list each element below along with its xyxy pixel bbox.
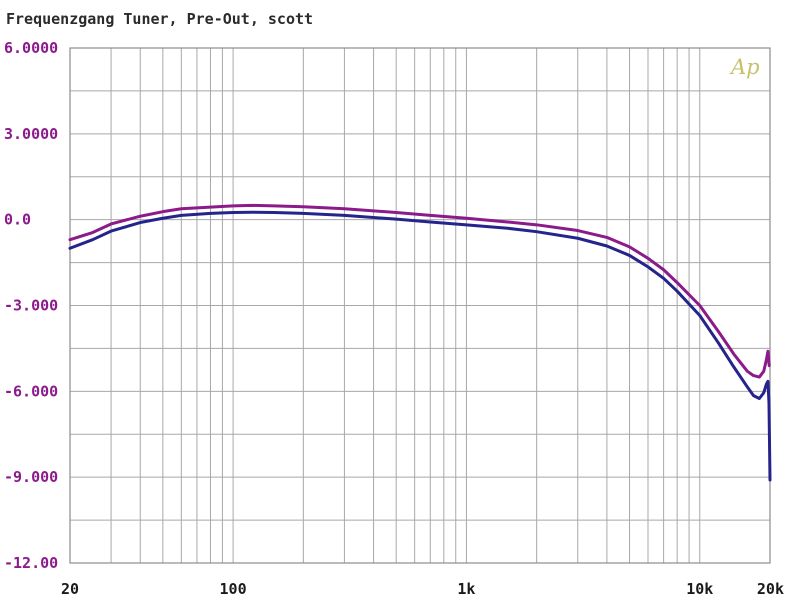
chart-title: Frequenzgang Tuner, Pre-Out, scott [6,10,314,28]
y-tick-labels: 6.0000 3.0000 0.0 -3.000 -6.000 -9.000 -12.00 [4,39,58,572]
ap-logo: Ap [729,55,760,79]
y-tick-label: -6.000 [4,382,58,400]
plot-frame [69,47,771,564]
x-tick-label: 1k [457,580,475,598]
x-tick-label: 10k [686,580,713,598]
y-tick-label: 3.0000 [4,125,58,143]
plot-grid [69,47,771,564]
x-tick-label: 100 [220,580,247,598]
series-line-2 [68,210,772,482]
x-tick-labels: 20 100 1k 10k 20k [61,580,784,598]
y-tick-label: -3.000 [4,297,58,315]
y-tick-label: -12.00 [4,554,58,572]
x-tick-label: 20k [757,580,784,598]
y-tick-label: 0.0 [4,211,31,229]
y-tick-label: 6.0000 [4,39,58,57]
series-line-1 [68,203,771,379]
series-layer [68,203,772,482]
y-tick-label: -9.000 [4,468,58,486]
x-tick-label: 20 [61,580,79,598]
